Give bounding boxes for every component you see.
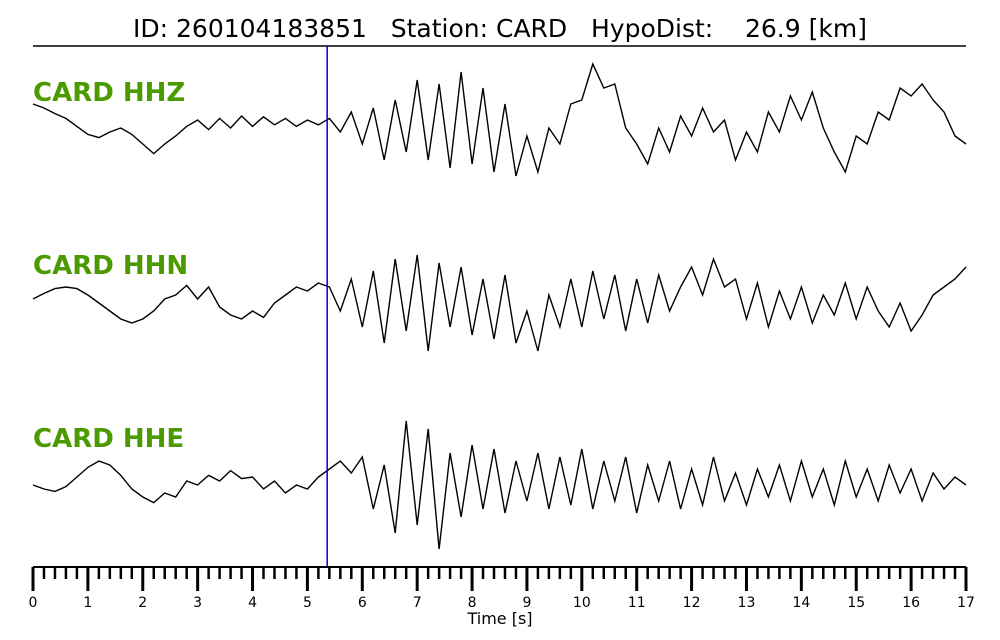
x-tick-label: 4 xyxy=(248,595,257,611)
x-tick-label: 2 xyxy=(138,595,147,611)
x-tick-label: 7 xyxy=(413,595,422,611)
x-tick-label: 15 xyxy=(847,595,865,611)
x-tick-label: 13 xyxy=(738,595,756,611)
x-axis-label: Time [s] xyxy=(466,609,532,628)
trace-3 xyxy=(32,420,967,550)
x-tick-label: 3 xyxy=(193,595,202,611)
channel-label: CARD HHZ xyxy=(33,78,185,108)
x-tick-label: 1 xyxy=(83,595,92,611)
x-tick-label: 16 xyxy=(902,595,920,611)
chart-title: ID: 260104183851 Station: CARD HypoDist:… xyxy=(133,14,867,43)
x-tick-label: 11 xyxy=(628,595,646,611)
x-tick-label: 0 xyxy=(29,595,38,611)
channel-label: CARD HHN xyxy=(33,251,188,281)
x-tick-label: 12 xyxy=(683,595,701,611)
x-axis: 0 1 2 3 4 5 6 7 8 9 10 11 12 13 14 15 16 17 xyxy=(29,566,975,611)
x-tick-label: 9 xyxy=(522,595,531,611)
x-tick-label: 6 xyxy=(358,595,367,611)
x-tick-label: 10 xyxy=(573,595,591,611)
channel-label: CARD HHE xyxy=(33,424,184,454)
trace-2 xyxy=(32,254,967,352)
x-tick-label: 17 xyxy=(957,595,975,611)
x-tick-label: 8 xyxy=(468,595,477,611)
x-tick-label: 5 xyxy=(303,595,312,611)
trace-1 xyxy=(32,62,967,177)
x-tick-label: 14 xyxy=(792,595,810,611)
